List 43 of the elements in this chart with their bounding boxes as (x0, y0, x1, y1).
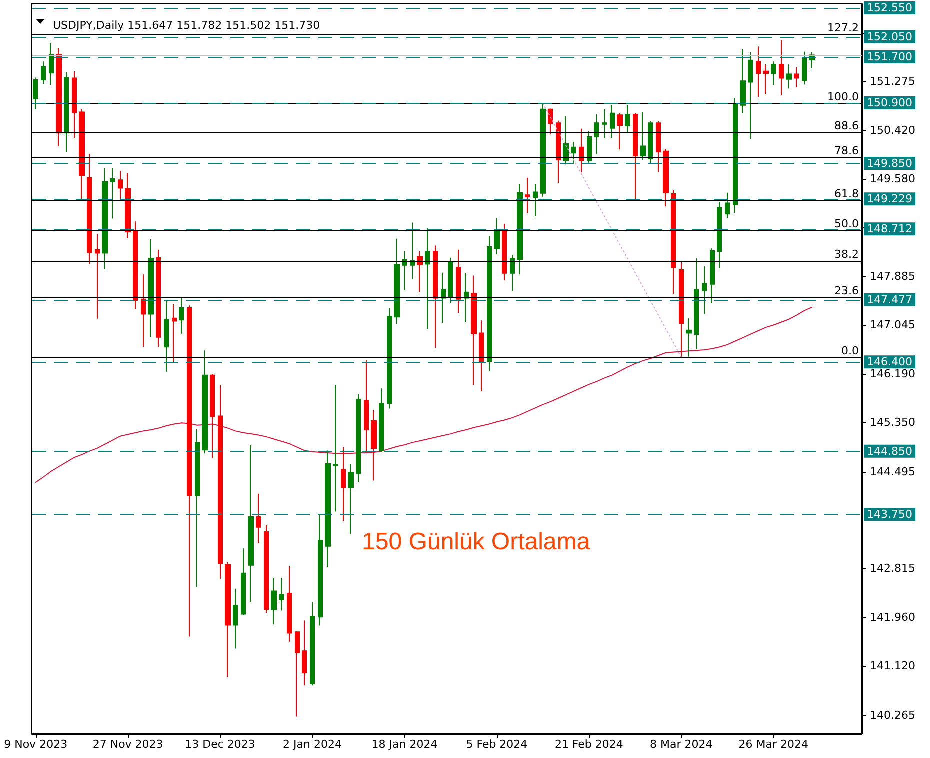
ref-line-label: 148.712 (867, 222, 912, 236)
annotation: 50.0 (834, 217, 859, 230)
ref-line-label: 146.400 (867, 356, 912, 369)
text: USDJPY,Daily 151.647 151.782 151.502 151.730 (53, 19, 320, 32)
annotation: 88.6 (834, 119, 859, 132)
y-tick-label: 150.420 (870, 124, 916, 138)
x-tick-label: 5 Feb 2024 (466, 738, 528, 751)
x-tick-label: 21 Feb 2024 (554, 738, 624, 751)
ref-line-label: 143.750 (867, 508, 912, 522)
annotation: 127.2 (828, 22, 859, 35)
y-tick-label: 151.275 (870, 74, 916, 88)
y-tick-label: 144.495 (870, 465, 916, 478)
x-tick-label: 9 Nov 2023 (4, 738, 68, 751)
ref-line-label: 147.477 (867, 293, 912, 306)
annotation: 78.6 (834, 144, 859, 158)
ref-line-label: 152.050 (867, 30, 912, 44)
annotation: 61.8 (834, 187, 859, 200)
x-tick-label: 26 Mar 2024 (738, 738, 808, 751)
annotation: 38.2 (834, 248, 859, 261)
y-tick-label: 141.960 (870, 611, 916, 624)
ref-line-label: 152.550 (867, 2, 912, 15)
ref-line-label: 149.229 (867, 192, 912, 206)
annotation: 150 Günlük Ortalama (362, 528, 591, 556)
ref-line-label: 149.850 (867, 156, 912, 170)
ref-line-label: 144.850 (867, 444, 912, 458)
y-tick-label: 145.350 (870, 416, 916, 430)
annotation: 0.0 (842, 344, 859, 358)
annotation: 100.0 (828, 90, 859, 104)
y-tick-label: 149.580 (870, 172, 916, 186)
ref-line-label: 150.900 (867, 96, 912, 110)
annotation: 23.6 (834, 284, 859, 298)
x-tick-label: 13 Dec 2023 (185, 738, 256, 751)
y-tick-label: 142.815 (870, 562, 916, 575)
y-tick-label: 141.120 (870, 660, 916, 673)
y-tick-label: 140.265 (870, 708, 916, 722)
y-tick-label: 147.045 (870, 318, 916, 332)
x-tick-label: 18 Jan 2024 (372, 738, 438, 751)
x-tick-label: 8 Mar 2024 (650, 738, 713, 751)
ref-line-label: 151.700 (867, 50, 912, 64)
x-tick-label: 2 Jan 2024 (283, 738, 342, 751)
x-tick-label: 27 Nov 2023 (92, 738, 164, 751)
y-tick-label: 147.885 (870, 270, 916, 284)
y-tick-label: 146.190 (870, 368, 916, 381)
